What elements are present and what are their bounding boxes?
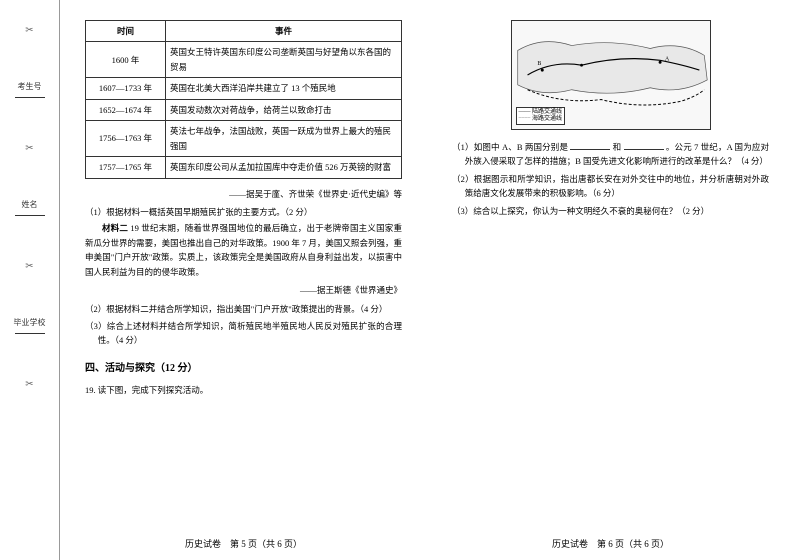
th-event: 事件 bbox=[166, 21, 402, 42]
cell-event: 英国东印度公司从孟加拉国库中夺走价值 526 万英镑的财富 bbox=[166, 157, 402, 178]
margin-blank bbox=[15, 97, 45, 98]
map-label-b: B bbox=[537, 61, 541, 67]
table-header-row: 时间 事件 bbox=[86, 21, 402, 42]
source-citation-2: ——据王斯德《世界通史》 bbox=[85, 283, 402, 297]
cell-event: 英国在北美大西洋沿岸共建立了 13 个殖民地 bbox=[166, 78, 402, 99]
cell-time: 1607—1733 年 bbox=[86, 78, 166, 99]
material-2-text: 19 世纪末期，随着世界强国地位的最后确立，出于老牌帝国主义国家重新瓜分世界的需… bbox=[85, 223, 402, 276]
page-5: 时间 事件 1600 年 英国女王特许英国东印度公司垄断英国与好望角以东各国的贸… bbox=[60, 0, 427, 560]
cell-time: 1652—1674 年 bbox=[86, 99, 166, 120]
blank-a bbox=[570, 140, 610, 150]
question-3: （3）综合上述材料并结合所学知识，简析殖民地半殖民地人民反对殖民扩张的合理性。（… bbox=[85, 319, 402, 348]
material-2: 材料二 19 世纪末期，随着世界强国地位的最后确立，出于老牌帝国主义国家重新瓜分… bbox=[85, 221, 402, 279]
right-question-2: （2）根据图示和所学知识，指出唐都长安在对外交往中的地位，并分析唐朝对外政策给唐… bbox=[452, 172, 769, 201]
silk-road-map: A B —— 陆路交通线 ┈┈ 海路交通线 bbox=[511, 20, 711, 130]
question-2: （2）根据材料二并结合所学知识，指出美国"门户开放"政策提出的背景。（4 分） bbox=[85, 302, 402, 316]
question-1: （1）根据材料一概括英国早期殖民扩张的主要方式。（2 分） bbox=[85, 205, 402, 219]
scissor-icon: ✂ bbox=[25, 25, 33, 36]
map-node bbox=[658, 61, 661, 64]
scissor-icon: ✂ bbox=[25, 379, 33, 390]
scissor-icon: ✂ bbox=[25, 261, 33, 272]
material-2-label: 材料二 bbox=[102, 223, 128, 233]
margin-label-examno: 考生号 bbox=[18, 81, 42, 92]
page-footer-left: 历史试卷 第 5 页（共 6 页） bbox=[60, 537, 427, 552]
question-19: 19. 读下图，完成下列探究活动。 bbox=[85, 383, 402, 397]
binding-margin: ✂ 考生号 ✂ 姓名 ✂ 毕业学校 ✂ bbox=[0, 0, 60, 560]
margin-label-name: 姓名 bbox=[22, 199, 38, 210]
margin-blank bbox=[15, 215, 45, 216]
rq1-part-b: 和 bbox=[613, 142, 622, 152]
map-node bbox=[540, 69, 543, 72]
table-row: 1600 年 英国女王特许英国东印度公司垄断英国与好望角以东各国的贸易 bbox=[86, 42, 402, 78]
cell-time: 1600 年 bbox=[86, 42, 166, 78]
events-table: 时间 事件 1600 年 英国女王特许英国东印度公司垄断英国与好望角以东各国的贸… bbox=[85, 20, 402, 179]
table-row: 1756—1763 年 英法七年战争，法国战败，英国一跃成为世界上最大的殖民强国 bbox=[86, 121, 402, 157]
table-row: 1652—1674 年 英国发动数次对荷战争，给荷兰以致命打击 bbox=[86, 99, 402, 120]
map-node bbox=[580, 64, 583, 67]
cell-event: 英国女王特许英国东印度公司垄断英国与好望角以东各国的贸易 bbox=[166, 42, 402, 78]
source-citation-1: ——据吴于廑、齐世荣《世界史·近代史编》等 bbox=[85, 187, 402, 201]
section-4-title: 四、活动与探究（12 分） bbox=[85, 360, 402, 377]
cell-event: 英法七年战争，法国战败，英国一跃成为世界上最大的殖民强国 bbox=[166, 121, 402, 157]
margin-label-school: 毕业学校 bbox=[14, 317, 46, 328]
table-row: 1757—1765 年 英国东印度公司从孟加拉国库中夺走价值 526 万英镑的财… bbox=[86, 157, 402, 178]
pages-container: 时间 事件 1600 年 英国女王特许英国东印度公司垄断英国与好望角以东各国的贸… bbox=[60, 0, 794, 560]
right-question-1: （1）如图中 A、B 两国分别是 和 。公元 7 世纪，A 国为应对外族入侵采取… bbox=[452, 140, 769, 169]
rq1-part-a: （1）如图中 A、B 两国分别是 bbox=[452, 142, 568, 152]
cell-time: 1757—1765 年 bbox=[86, 157, 166, 178]
right-question-3: （3）综合以上探究，你认为一种文明经久不衰的奥秘何在？（2 分） bbox=[452, 204, 769, 218]
margin-blank bbox=[15, 333, 45, 334]
page-6: A B —— 陆路交通线 ┈┈ 海路交通线 （1）如图中 A、B 两国分别是 和… bbox=[427, 0, 794, 560]
legend-land: —— 陆路交通线 bbox=[519, 109, 563, 116]
blank-b bbox=[624, 140, 664, 150]
th-time: 时间 bbox=[86, 21, 166, 42]
cell-time: 1756—1763 年 bbox=[86, 121, 166, 157]
table-row: 1607—1733 年 英国在北美大西洋沿岸共建立了 13 个殖民地 bbox=[86, 78, 402, 99]
cell-event: 英国发动数次对荷战争，给荷兰以致命打击 bbox=[166, 99, 402, 120]
scissor-icon: ✂ bbox=[25, 143, 33, 154]
legend-sea: ┈┈ 海路交通线 bbox=[519, 116, 563, 123]
page-footer-right: 历史试卷 第 6 页（共 6 页） bbox=[427, 537, 794, 552]
map-label-a: A bbox=[665, 56, 670, 62]
map-legend: —— 陆路交通线 ┈┈ 海路交通线 bbox=[516, 107, 566, 125]
